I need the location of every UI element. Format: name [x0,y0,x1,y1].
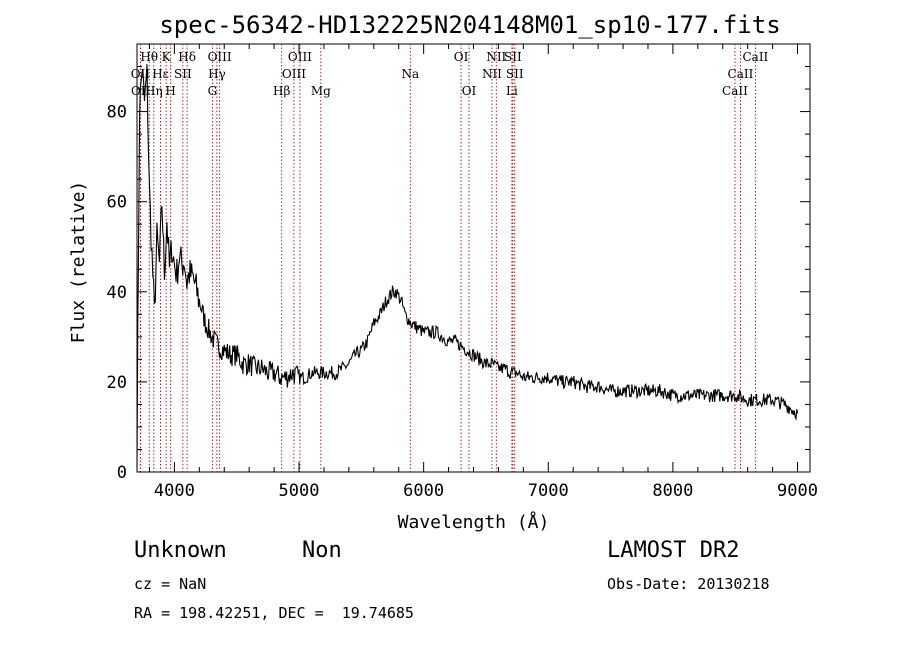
line-marker-label: Li [506,84,518,98]
line-marker-label: Na [401,67,419,81]
line-marker-label: OIII [208,50,232,64]
y-tick-label: 0 [117,463,127,483]
chart-title: spec-56342-HD132225N204148M01_sp10-177.f… [159,11,780,39]
survey-label: LAMOST DR2 [607,538,740,563]
x-axis-ticks: 4000 5000 6000 7000 8000 9000 [148,44,818,501]
line-marker-label: Hδ [178,50,196,64]
y-axis-ticks: 0 20 40 60 80 [107,66,810,483]
line-marker-label: G [208,84,218,98]
redshift-value: cz = NaN [134,575,207,593]
emission-line-markers [139,44,756,472]
line-marker-label: Hε [152,67,169,81]
spectrum-series-line [136,64,799,468]
line-marker-label: OI [454,50,469,64]
line-marker-label: CaII [742,50,768,64]
line-marker-label: NII [486,50,506,64]
y-axis-label: Flux (relative) [68,181,89,344]
x-tick-label: 7000 [528,481,569,501]
line-marker-label: Mg [311,84,331,98]
line-marker-label: H [165,84,175,98]
line-marker-label: SII [506,67,524,81]
line-marker-label: Hη [145,84,163,98]
line-marker-label: Hβ [273,84,290,98]
x-tick-label: 6000 [403,481,444,501]
x-tick-label: 9000 [777,481,818,501]
spectrum-chart: spec-56342-HD132225N204148M01_sp10-177.f… [68,11,818,533]
line-marker-label: Hγ [208,67,226,81]
line-marker-label: K [162,50,172,64]
x-tick-label: 5000 [279,481,320,501]
class-label: Unknown [134,538,227,563]
x-axis-label: Wavelength (Å) [398,511,550,533]
line-marker-label: OII [131,67,151,81]
line-marker-label: SII [504,50,522,64]
y-tick-label: 80 [107,103,127,123]
coordinates: RA = 198.42251, DEC = 19.74685 [134,604,414,622]
line-marker-label: SII [174,67,192,81]
line-marker-label: CaII [728,67,754,81]
line-marker-label: OIII [282,67,306,81]
line-marker-label: OIII [288,50,312,64]
line-marker-label: CaII [722,84,748,98]
x-tick-label: 8000 [652,481,693,501]
line-marker-label: OI [462,84,477,98]
line-marker-label: Hθ [140,50,158,64]
obs-date: Obs-Date: 20130218 [607,575,770,593]
y-tick-label: 20 [107,373,127,393]
y-tick-label: 40 [107,283,127,303]
x-tick-label: 4000 [154,481,195,501]
line-marker-label: NII [482,67,502,81]
plot-frame [136,43,811,473]
subclass-label: Non [302,538,342,563]
y-tick-label: 60 [107,193,127,213]
